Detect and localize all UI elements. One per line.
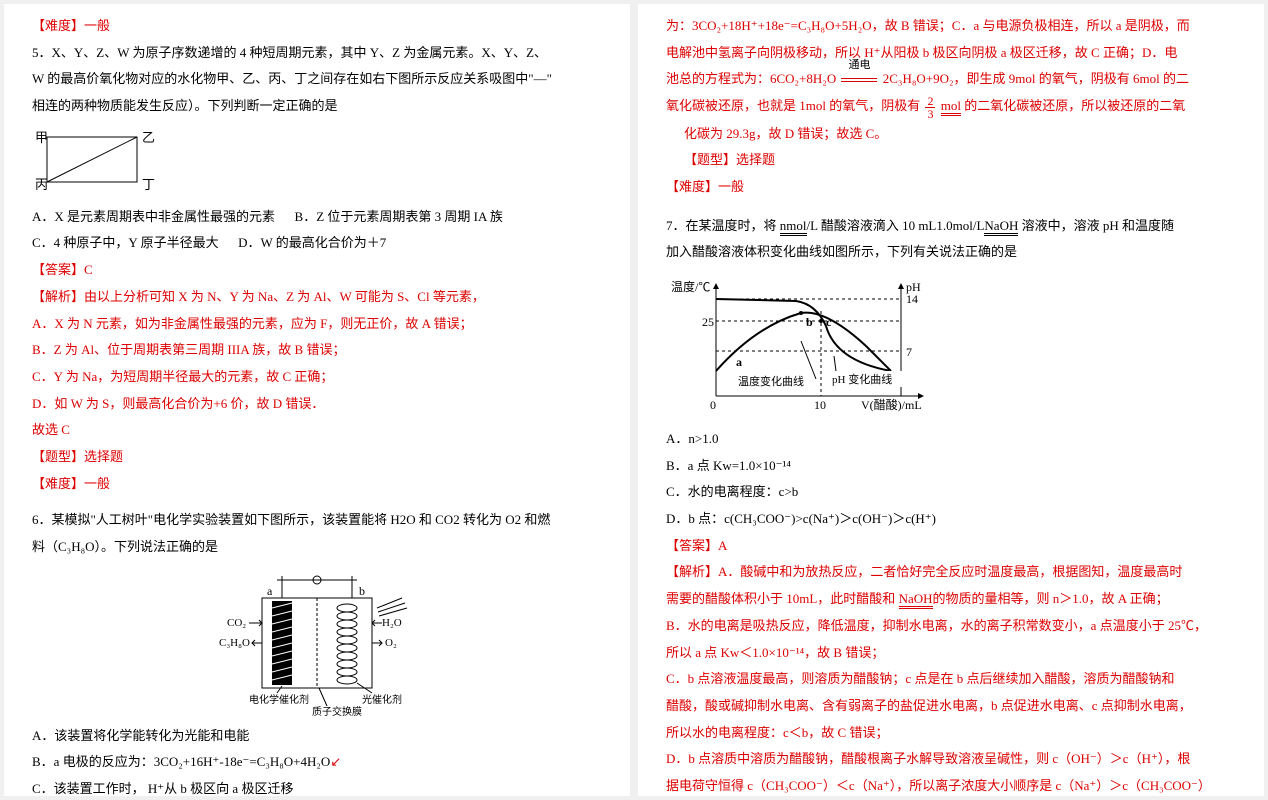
- q5-exp3: B．Z 为 Al、位于周期表第三周期 IIIA 族，故 B 错误；: [32, 338, 602, 363]
- q5-select: 故选 C: [32, 418, 602, 443]
- q7-e6: 醋酸，酸或碱抑制水电离、含有弱离子的盐促进水电离，b 点促进水电离、c 点抑制水…: [666, 694, 1236, 719]
- svg-text:丙: 丙: [35, 177, 48, 192]
- r-cont1b: 电解池中氢离子向阴极移动，所以 H⁺从阳极 b 极区向阴极 a 极区迁移，故 C…: [666, 41, 1236, 66]
- r-cont1: 为：3CO₂+18H⁺+18e⁻=C₃H₈O+5H₂O，故 B 错误；C．a 与…: [666, 14, 1236, 39]
- svg-text:b: b: [359, 584, 365, 598]
- q5-exp1: 【解析】由以上分析可知 X 为 N、Y 为 Na、Z 为 Al、W 可能为 S、…: [32, 285, 602, 310]
- svg-text:a: a: [736, 355, 742, 369]
- q7-optA: A．n>1.0: [666, 427, 1236, 452]
- svg-text:b: b: [806, 315, 813, 329]
- q5-line1: 5．X、Y、Z、W 为原子序数递增的 4 种短周期元素，其中 Y、Z 为金属元素…: [32, 41, 602, 66]
- q7-answer: 【答案】A: [666, 534, 1236, 559]
- q7-optC: C．水的电离程度：c>b: [666, 480, 1236, 505]
- svg-text:CO₂: CO₂: [227, 617, 246, 629]
- q7-e8: D．b 点溶质中溶质为醋酸钠，醋酸根离子水解导致溶液呈碱性，则 c（OH⁻）＞c…: [666, 747, 1236, 772]
- q6-optB: B．a 电极的反应为：3CO₂+16H⁺-18e⁻=C₃H₈O+4H₂O↙: [32, 750, 602, 775]
- r-cont3: 氧化碳被还原，也就是 1mol 的氧气，阴极有 23 mol 的二氧化碳被还原，…: [666, 94, 1236, 120]
- q7-optB: B．a 点 Kw=1.0×10⁻¹⁴: [666, 454, 1236, 479]
- q7-e4: 所以 a 点 Kw＜1.0×10⁻¹⁴，故 B 错误；: [666, 641, 1236, 666]
- q6-diagram: a b CO₂ C₃H₈O H₂O O₂ 电化学催化剂 质子交换: [207, 568, 427, 718]
- svg-text:V(醋酸)/mL: V(醋酸)/mL: [861, 397, 922, 412]
- svg-text:丁: 丁: [142, 177, 155, 192]
- q5-optA: A．X 是元素周期表中非金属性最强的元素: [32, 209, 275, 224]
- q7-line2: 加入醋酸溶液体积变化曲线如图所示，下列有关说法正确的是: [666, 240, 1236, 265]
- r-cont4: 化碳为 29.3g，故 D 错误；故选 C。: [666, 122, 1236, 147]
- r-type: 【题型】选择题: [666, 148, 1236, 173]
- difficulty-label: 【难度】一般: [32, 14, 602, 39]
- q5-optC: C．4 种原子中，Y 原子半径最大: [32, 235, 219, 250]
- q6-line2: 料（C₃H₈O）。下列说法正确的是: [32, 535, 602, 560]
- q6-optA: A．该装置将化学能转化为光能和电能: [32, 724, 602, 749]
- svg-text:10: 10: [814, 398, 826, 412]
- q6-optC: C．该装置工作时， H⁺从 b 极区向 a 极区迁移: [32, 777, 602, 796]
- svg-text:光催化剂: 光催化剂: [362, 693, 402, 706]
- fraction: 23: [925, 95, 935, 120]
- q7-line1: 7．在某温度时，将 nmol/L 醋酸溶液滴入 10 mL1.0mol/LNaO…: [666, 214, 1236, 239]
- q5-optB: B．Z 位于元素周期表第 3 周期 IA 族: [295, 209, 503, 224]
- svg-text:甲: 甲: [35, 130, 48, 145]
- svg-text:C₃H₈O: C₃H₈O: [219, 637, 250, 649]
- r-diff: 【难度】一般: [666, 175, 1236, 200]
- page-right: 为：3CO₂+18H⁺+18e⁻=C₃H₈O+5H₂O，故 B 错误；C．a 与…: [638, 4, 1264, 796]
- q5-line2: W 的最高价氧化物对应的水化物甲、乙、丙、丁之间存在如右下图所示反应关系吸图中"…: [32, 67, 602, 92]
- q5-exp4: C．Y 为 Na，为短周期半径最大的元素，故 C 正确；: [32, 365, 602, 390]
- q7-e9: 据电荷守恒得 c（CH₃COO⁻）＜c（Na⁺），所以离子浓度大小顺序是 c（N…: [666, 774, 1236, 796]
- q5-optD: D．W 的最高化合价为＋7: [238, 235, 386, 250]
- svg-text:7: 7: [906, 345, 912, 359]
- svg-text:H₂O: H₂O: [382, 617, 402, 629]
- svg-text:O₂: O₂: [385, 637, 397, 649]
- svg-text:温度/℃: 温度/℃: [671, 279, 710, 294]
- q7-chart: 温度/℃ pH 25 14 7 0 10 V(醋酸)/mL a b c 温度变化…: [666, 271, 966, 421]
- q7-e2: 需要的醋酸体积小于 10mL，此时醋酸和 NaOH的物质的量相等，则 n＞1.0…: [666, 587, 1236, 612]
- q5-options-row2: C．4 种原子中，Y 原子半径最大 D．W 的最高化合价为＋7: [32, 231, 602, 256]
- q7-optD: D．b 点：c(CH₃COO⁻)>c(Na⁺)＞c(OH⁻)＞c(H⁺): [666, 507, 1236, 532]
- q5-exp5: D．如 W 为 S，则最高化合价为+6 价，故 D 错误．: [32, 392, 602, 417]
- q5-line3: 相连的两种物质能发生反应）。下列判断一定正确的是: [32, 94, 602, 119]
- q7-e7: 所以水的电离程度：c＜b，故 C 错误；: [666, 721, 1236, 746]
- q5-diagram: 甲 乙 丙 丁: [32, 127, 162, 197]
- reaction-arrow: 通电: [839, 67, 879, 92]
- q7-e5: C．b 点溶液温度最高，则溶质为醋酸钠；c 点是在 b 点后继续加入醋酸，溶质为…: [666, 667, 1236, 692]
- q7-e1: 【解析】A．酸碱中和为放热反应，二者恰好完全反应时温度最高，根据图知，温度最高时: [666, 560, 1236, 585]
- svg-text:0: 0: [710, 398, 716, 412]
- q7-e3: B．水的电离是吸热反应，降低温度，抑制水电离，水的离子积常数变小，a 点温度小于…: [666, 614, 1236, 639]
- q5-options-row1: A．X 是元素周期表中非金属性最强的元素 B．Z 位于元素周期表第 3 周期 I…: [32, 205, 602, 230]
- page-left: 【难度】一般 5．X、Y、Z、W 为原子序数递增的 4 种短周期元素，其中 Y、…: [4, 4, 630, 796]
- q5-diff: 【难度】一般: [32, 472, 602, 497]
- r-cont2: 池总的方程式为：6CO₂+8H₂O 通电 2C₃H₈O+9O₂，即生成 9mol…: [666, 67, 1236, 92]
- q5-exp2: A．X 为 N 元素，如为非金属性最强的元素，应为 F，则无正价，故 A 错误；: [32, 312, 602, 337]
- svg-text:电化学催化剂: 电化学催化剂: [249, 693, 309, 706]
- q6-line1: 6．某模拟"人工树叶"电化学实验装置如下图所示，该装置能将 H2O 和 CO2 …: [32, 508, 602, 533]
- svg-text:c: c: [826, 315, 832, 329]
- svg-text:a: a: [267, 584, 273, 598]
- svg-text:25: 25: [702, 315, 714, 329]
- svg-text:温度变化曲线: 温度变化曲线: [738, 374, 804, 388]
- q5-type: 【题型】选择题: [32, 445, 602, 470]
- svg-text:质子交换膜: 质子交换膜: [312, 705, 362, 718]
- q5-answer: 【答案】C: [32, 258, 602, 283]
- svg-text:pH 变化曲线: pH 变化曲线: [832, 372, 892, 386]
- svg-text:乙: 乙: [142, 130, 155, 145]
- svg-text:14: 14: [906, 292, 918, 306]
